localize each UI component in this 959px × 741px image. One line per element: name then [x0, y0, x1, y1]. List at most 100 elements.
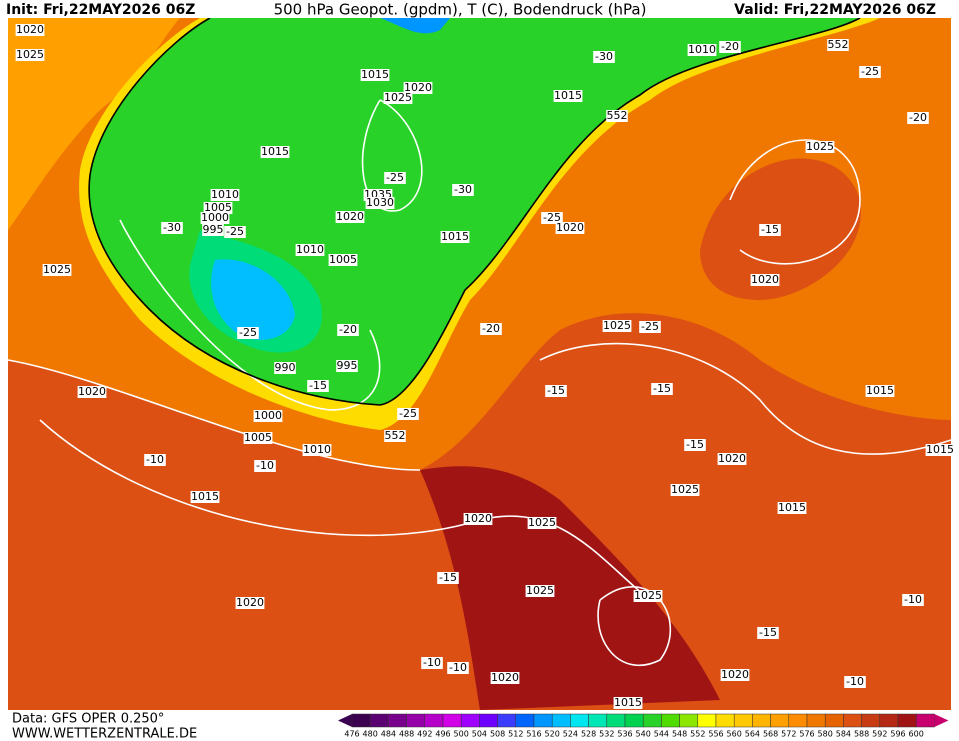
isobar [597, 586, 672, 667]
label-box [328, 254, 358, 266]
legend-label: 524 [563, 730, 578, 739]
label-box [633, 590, 663, 602]
map-label: 995 [203, 223, 224, 236]
label-box [203, 202, 233, 214]
label-box [447, 662, 469, 674]
map-label: 1030 [366, 196, 394, 209]
label-box [77, 386, 107, 398]
legend-label: 528 [581, 730, 596, 739]
label-box [555, 222, 585, 234]
label-box [613, 697, 643, 709]
map-label: -15 [547, 384, 565, 397]
map-labels: 102010251015102010251015101010051000995-… [15, 23, 955, 709]
label-box [237, 327, 259, 339]
map-label: 1020 [336, 210, 364, 223]
legend-swatch [424, 713, 444, 728]
label-box [235, 597, 265, 609]
valid-time: Valid: Fri,22MAY2026 06Z [734, 2, 936, 18]
map-label: -30 [454, 183, 472, 196]
map-label: -30 [163, 221, 181, 234]
map-label: 1020 [556, 221, 584, 234]
cold-core-inner [211, 259, 295, 340]
legend-label: 572 [781, 730, 796, 739]
label-box [384, 172, 406, 184]
label-box [202, 224, 224, 236]
map-label: 1020 [751, 273, 779, 286]
map-label: -25 [226, 225, 244, 238]
legend-label: 520 [545, 730, 560, 739]
map-label: 1015 [261, 145, 289, 158]
cold-core-north [380, 18, 450, 34]
label-box [553, 90, 583, 102]
label-box [805, 141, 835, 153]
label-box [844, 676, 866, 688]
legend-label: 592 [872, 730, 887, 739]
map-label: -15 [653, 382, 671, 395]
label-box [490, 672, 520, 684]
isobar [39, 419, 651, 601]
map-label: 1015 [191, 490, 219, 503]
isobar [539, 342, 952, 455]
label-box [15, 49, 45, 61]
label-box [759, 224, 781, 236]
map-label: 1025 [528, 516, 556, 529]
map-label: 1025 [671, 483, 699, 496]
label-box [337, 324, 359, 336]
legend-label: 488 [399, 730, 414, 739]
map-label: 1020 [78, 385, 106, 398]
legend-label: 584 [836, 730, 851, 739]
map-label: -10 [146, 453, 164, 466]
map-label: -25 [399, 407, 417, 420]
label-box [777, 502, 807, 514]
label-box [42, 264, 72, 276]
legend-swatch [515, 713, 535, 728]
legend-label: 516 [526, 730, 541, 739]
label-box [253, 410, 283, 422]
legend-swatch [879, 713, 899, 728]
map-label: -20 [721, 40, 739, 53]
legend-swatch [770, 713, 790, 728]
map-label: 1025 [384, 91, 412, 104]
label-box [720, 669, 750, 681]
map-label: -25 [543, 211, 561, 224]
label-box [190, 491, 220, 503]
legend-label: 580 [818, 730, 833, 739]
legend-swatch [551, 713, 571, 728]
label-box [750, 274, 780, 286]
map-label: 1025 [806, 140, 834, 153]
legend-label: 596 [890, 730, 905, 739]
hot-region-iberia [420, 466, 720, 710]
map-label: 1020 [464, 512, 492, 525]
legend-swatch [533, 713, 553, 728]
map-label: 1025 [16, 48, 44, 61]
legend-arrow-left [338, 714, 352, 727]
label-box [383, 92, 413, 104]
label-box [651, 383, 673, 395]
map-label: 1020 [16, 23, 44, 36]
label-box [360, 69, 390, 81]
label-box [335, 211, 365, 223]
legend-label: 508 [490, 730, 505, 739]
map-label: -10 [256, 459, 274, 472]
map-label: -25 [861, 65, 879, 78]
isobar [729, 139, 861, 265]
label-box [295, 244, 325, 256]
map-label: -15 [686, 438, 704, 451]
map-label: 1020 [404, 81, 432, 94]
legend-swatch [661, 713, 680, 728]
legend-label: 504 [472, 730, 487, 739]
map-label: 1000 [201, 211, 229, 224]
map-label: 1015 [441, 230, 469, 243]
map-label: -10 [904, 593, 922, 606]
legend-label: 548 [672, 730, 687, 739]
label-box [336, 360, 358, 372]
label-box [719, 41, 741, 53]
legend-swatch [351, 713, 371, 728]
label-box [687, 44, 717, 56]
map-label: 1010 [211, 188, 239, 201]
contour-552 [88, 17, 861, 406]
legend-swatch [697, 713, 717, 728]
label-box [670, 484, 700, 496]
legend-swatch [570, 713, 589, 728]
